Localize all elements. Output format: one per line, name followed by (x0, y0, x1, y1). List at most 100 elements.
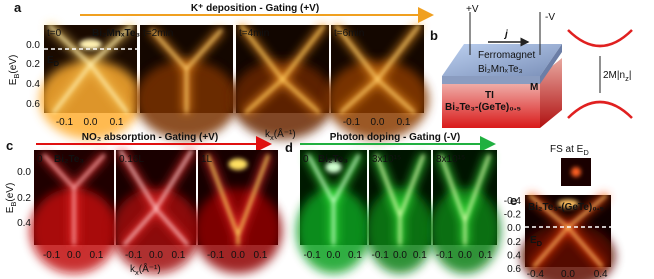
frame-label: t=0 (47, 28, 62, 39)
current-label: j (503, 29, 508, 40)
frame-label: t=4min (239, 28, 269, 39)
y-tick-label: 0.0 (17, 167, 31, 178)
band (47, 24, 134, 114)
layer-label: Ferromagnet (478, 50, 535, 61)
voltage-label: -V (545, 12, 555, 23)
band (239, 24, 326, 114)
arrow-text: Photon doping - Gating (-V) (330, 132, 461, 143)
x-tick-label: 0.0 (371, 117, 385, 128)
y-tick-label: 0.2 (17, 193, 31, 204)
x-tick-label: -0.1 (436, 250, 454, 261)
panel-label: c (6, 138, 13, 153)
x-tick-label: -0.1 (125, 250, 143, 261)
x-tick-label: 0.0 (561, 269, 575, 279)
spot (79, 39, 102, 50)
ti-label: TI (485, 90, 494, 101)
band (375, 154, 425, 245)
x-tick-label: -0.1 (343, 117, 361, 128)
y-tick-label: 0.4 (507, 250, 521, 261)
arrow-text: K⁺ deposition - Gating (+V) (191, 3, 319, 14)
gap-band (567, 100, 633, 119)
x-tick-label: 0.0 (231, 250, 245, 261)
y-axis-label: EB(eV) (8, 55, 21, 86)
gap-band (567, 29, 633, 48)
image-glow (39, 60, 142, 140)
fm-side (540, 44, 562, 84)
frame-label: 0.16L (119, 154, 144, 165)
band (306, 154, 361, 245)
x-tick-label: -0.1 (303, 250, 321, 261)
y-tick-label: 0.0 (507, 223, 521, 234)
dirac-label: ED (47, 55, 60, 68)
text-part: k (265, 129, 271, 140)
x-tick-label: 0.0 (458, 250, 472, 261)
text-part: D (537, 239, 543, 248)
band (439, 154, 491, 245)
x-axis-label: kx(Å⁻¹) (130, 262, 161, 277)
text-part: E (47, 55, 54, 66)
x-tick-label: -0.1 (43, 250, 61, 261)
sample-label: Bi₂Te₃-(GeTe)₀.₅ (528, 202, 605, 213)
panel-label: a (14, 0, 22, 15)
y-tick-label: 0.4 (26, 79, 40, 90)
text-part: k (130, 264, 136, 275)
text-part: B (12, 74, 21, 79)
band (150, 28, 223, 113)
x-tick-label: 0.1 (110, 117, 124, 128)
arpes-image (112, 148, 200, 274)
x-tick-label: -0.4 (527, 269, 545, 279)
text-part: E (530, 235, 537, 246)
voltage-label: +V (466, 4, 479, 15)
fm-front (442, 76, 540, 84)
arpes-image (30, 150, 118, 274)
x-tick-label: 0.1 (253, 250, 267, 261)
band (206, 154, 270, 245)
panel-label: d (285, 140, 293, 155)
block-front (442, 76, 540, 128)
text-part: (eV) (5, 183, 16, 202)
image-glow (520, 223, 616, 279)
x-tick-label: 0.4 (594, 269, 608, 279)
x-tick-label: 0.0 (327, 250, 341, 261)
text-part: | (629, 70, 632, 81)
text-part: (Å⁻¹) (274, 127, 296, 140)
x-axis-label: kx(Å⁻¹) (265, 127, 296, 142)
band (118, 149, 194, 246)
y-tick-label: 0.0 (26, 40, 40, 51)
arpes-image (429, 150, 501, 274)
y-tick-label: 0.4 (17, 218, 31, 229)
image-glow (326, 60, 429, 140)
y-tick-label: 0.6 (26, 99, 40, 110)
text-part: (Å⁻¹) (139, 262, 161, 275)
x-tick-label: 0.0 (393, 250, 407, 261)
band (334, 24, 421, 114)
x-tick-label: 0.1 (479, 250, 493, 261)
text-part: D (54, 59, 60, 68)
sample-label: Bi₂Te₃ (54, 154, 84, 165)
spot (557, 199, 579, 208)
x-tick-label: 0.1 (348, 250, 362, 261)
x-tick-label: 0.1 (89, 250, 103, 261)
x-tick-label: 0.1 (171, 250, 185, 261)
frame-label: 0 (37, 154, 43, 165)
frame-label: 0 (303, 154, 309, 165)
spot (228, 158, 248, 170)
frame-label: t=6min (334, 28, 364, 39)
image-glow (112, 188, 200, 274)
layer-label: Bi₂MnₓTe₃ (478, 64, 523, 75)
y-tick-label: 0.2 (26, 59, 40, 70)
sample-label: Bi₂MnₓTe₃ (92, 28, 140, 39)
text-part: 2M|n (603, 70, 625, 81)
gap-label: 2M|nz| (603, 70, 631, 83)
text-part: x (270, 133, 274, 142)
fm-top (442, 44, 562, 76)
text-part: D (583, 148, 589, 157)
y-tick-label: 0.2 (507, 237, 521, 248)
y-axis-label: EB(eV) (5, 183, 18, 214)
frame-label: 1L (201, 154, 213, 165)
frame-label: t=2min (143, 28, 173, 39)
arrow-text: NO₂ absorption - Gating (+V) (82, 132, 218, 143)
panel-label: b (430, 28, 438, 43)
sample-label: Bi₂Te₃ (318, 154, 348, 165)
